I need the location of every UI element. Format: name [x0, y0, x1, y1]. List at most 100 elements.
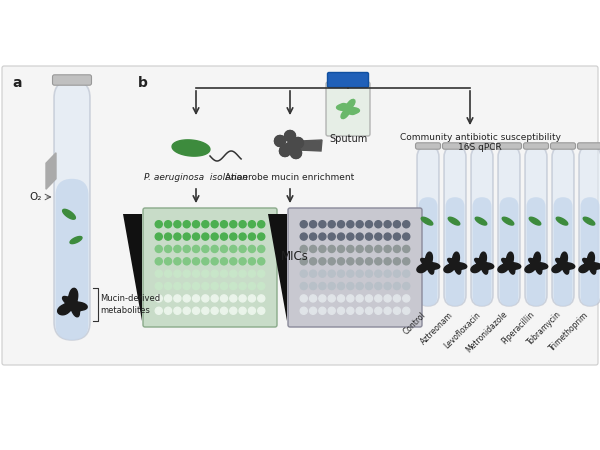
Circle shape: [248, 283, 256, 290]
Circle shape: [403, 270, 410, 277]
FancyBboxPatch shape: [551, 143, 575, 149]
Circle shape: [403, 245, 410, 252]
Circle shape: [375, 307, 382, 314]
Circle shape: [230, 270, 237, 277]
Circle shape: [174, 258, 181, 265]
Circle shape: [347, 233, 354, 240]
Circle shape: [211, 295, 218, 302]
Circle shape: [164, 283, 172, 290]
Circle shape: [258, 245, 265, 252]
Circle shape: [183, 270, 190, 277]
Circle shape: [164, 258, 172, 265]
Circle shape: [394, 307, 400, 314]
Circle shape: [365, 233, 373, 240]
Circle shape: [193, 258, 200, 265]
Circle shape: [403, 233, 410, 240]
Circle shape: [174, 233, 181, 240]
Circle shape: [239, 283, 246, 290]
Text: Tobramycin: Tobramycin: [526, 310, 563, 347]
Circle shape: [202, 270, 209, 277]
FancyBboxPatch shape: [288, 208, 422, 327]
Circle shape: [403, 283, 410, 290]
Circle shape: [394, 220, 400, 228]
Circle shape: [202, 258, 209, 265]
Circle shape: [155, 245, 162, 252]
Circle shape: [202, 307, 209, 314]
Text: Community antibiotic susceptibility
16S qPCR: Community antibiotic susceptibility 16S …: [400, 133, 560, 153]
Circle shape: [202, 245, 209, 252]
Circle shape: [230, 258, 237, 265]
Circle shape: [193, 283, 200, 290]
Polygon shape: [123, 214, 142, 321]
Circle shape: [403, 295, 410, 302]
Circle shape: [375, 258, 382, 265]
FancyBboxPatch shape: [577, 143, 600, 149]
Circle shape: [239, 295, 246, 302]
Circle shape: [319, 295, 326, 302]
Polygon shape: [525, 252, 548, 274]
Circle shape: [239, 270, 246, 277]
Circle shape: [319, 283, 326, 290]
Circle shape: [174, 283, 181, 290]
Circle shape: [239, 245, 246, 252]
Circle shape: [300, 245, 307, 252]
Circle shape: [211, 220, 218, 228]
FancyBboxPatch shape: [419, 197, 437, 306]
Circle shape: [375, 270, 382, 277]
Polygon shape: [58, 288, 87, 317]
Circle shape: [365, 258, 373, 265]
Circle shape: [202, 283, 209, 290]
FancyBboxPatch shape: [554, 197, 572, 306]
Circle shape: [347, 220, 354, 228]
Polygon shape: [299, 140, 322, 151]
Circle shape: [394, 283, 400, 290]
Circle shape: [193, 245, 200, 252]
Circle shape: [337, 258, 344, 265]
Circle shape: [164, 233, 172, 240]
Polygon shape: [70, 237, 82, 243]
Circle shape: [258, 270, 265, 277]
Circle shape: [155, 270, 162, 277]
Polygon shape: [284, 130, 296, 141]
Circle shape: [183, 245, 190, 252]
Circle shape: [365, 270, 373, 277]
Polygon shape: [275, 135, 286, 147]
Circle shape: [174, 295, 181, 302]
Circle shape: [220, 220, 227, 228]
Circle shape: [375, 245, 382, 252]
Circle shape: [394, 295, 400, 302]
Polygon shape: [448, 217, 460, 225]
FancyBboxPatch shape: [143, 208, 277, 327]
Circle shape: [319, 270, 326, 277]
FancyBboxPatch shape: [552, 146, 574, 306]
Circle shape: [337, 245, 344, 252]
Circle shape: [258, 220, 265, 228]
Circle shape: [384, 220, 391, 228]
Circle shape: [403, 220, 410, 228]
Circle shape: [193, 307, 200, 314]
Polygon shape: [583, 217, 595, 225]
Circle shape: [211, 233, 218, 240]
FancyBboxPatch shape: [527, 197, 545, 306]
Circle shape: [356, 307, 363, 314]
Circle shape: [155, 258, 162, 265]
Circle shape: [356, 233, 363, 240]
Circle shape: [155, 220, 162, 228]
Polygon shape: [280, 145, 290, 157]
FancyBboxPatch shape: [579, 146, 600, 306]
Circle shape: [328, 220, 335, 228]
Polygon shape: [579, 252, 600, 274]
Polygon shape: [280, 145, 290, 157]
FancyBboxPatch shape: [56, 179, 89, 340]
Circle shape: [394, 233, 400, 240]
FancyBboxPatch shape: [523, 143, 548, 149]
Circle shape: [328, 245, 335, 252]
Circle shape: [239, 307, 246, 314]
Text: O₂: O₂: [30, 192, 42, 202]
Circle shape: [328, 307, 335, 314]
FancyBboxPatch shape: [444, 146, 466, 306]
Circle shape: [328, 295, 335, 302]
Circle shape: [248, 307, 256, 314]
Polygon shape: [300, 142, 320, 150]
Circle shape: [337, 270, 344, 277]
